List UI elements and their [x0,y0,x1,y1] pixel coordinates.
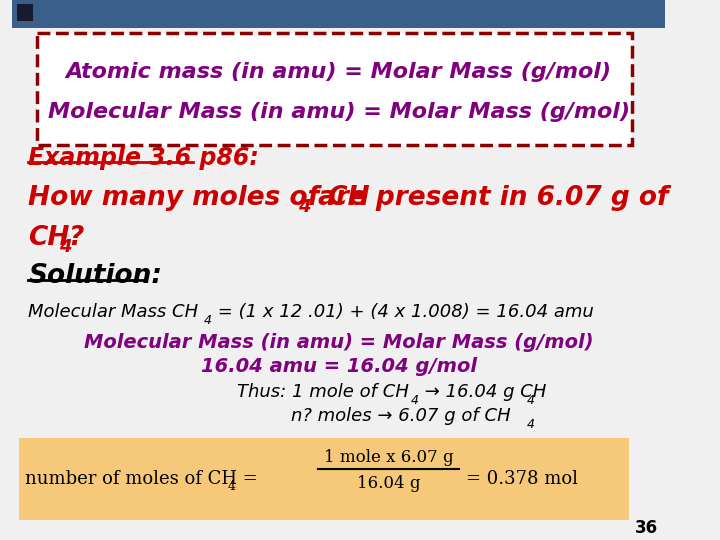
Text: 16.04 g: 16.04 g [356,475,420,491]
Text: number of moles of CH: number of moles of CH [24,470,237,488]
Text: 1 mole x 6.07 g: 1 mole x 6.07 g [323,449,453,467]
Text: 4: 4 [203,314,212,327]
Text: 4: 4 [228,481,236,494]
Text: are present in 6.07 g of: are present in 6.07 g of [309,185,668,211]
FancyBboxPatch shape [12,0,665,28]
FancyBboxPatch shape [37,33,631,145]
Text: How many moles of CH: How many moles of CH [28,185,370,211]
Text: Thus: 1 mole of CH: Thus: 1 mole of CH [237,383,409,401]
Text: n? moles → 6.07 g of CH: n? moles → 6.07 g of CH [292,407,511,425]
Text: Atomic mass (in amu) = Molar Mass (g/mol): Atomic mass (in amu) = Molar Mass (g/mol… [66,62,611,82]
Text: 36: 36 [635,519,659,537]
Text: 4: 4 [527,417,535,430]
Text: = (1 x 12 .01) + (4 x 1.008) = 16.04 amu: = (1 x 12 .01) + (4 x 1.008) = 16.04 amu [212,303,593,321]
Text: 4: 4 [298,198,310,216]
Text: Solution:: Solution: [28,263,162,289]
Text: 4: 4 [526,394,534,407]
Text: ?: ? [68,225,84,251]
Text: Molecular Mass CH: Molecular Mass CH [28,303,199,321]
Text: CH: CH [28,225,70,251]
Text: Molecular Mass (in amu) = Molar Mass (g/mol): Molecular Mass (in amu) = Molar Mass (g/… [48,102,629,122]
Text: 4: 4 [59,238,72,256]
FancyBboxPatch shape [17,4,33,21]
Text: Example 3.6 p86:: Example 3.6 p86: [28,146,259,170]
Text: 4: 4 [411,394,419,407]
FancyBboxPatch shape [19,438,629,520]
Text: = 0.378 mol: = 0.378 mol [466,470,577,488]
Text: =: = [237,470,258,488]
Text: → 16.04 g CH: → 16.04 g CH [419,383,546,401]
Text: Molecular Mass (in amu) = Molar Mass (g/mol): Molecular Mass (in amu) = Molar Mass (g/… [84,333,593,352]
Text: 16.04 amu = 16.04 g/mol: 16.04 amu = 16.04 g/mol [201,356,477,375]
